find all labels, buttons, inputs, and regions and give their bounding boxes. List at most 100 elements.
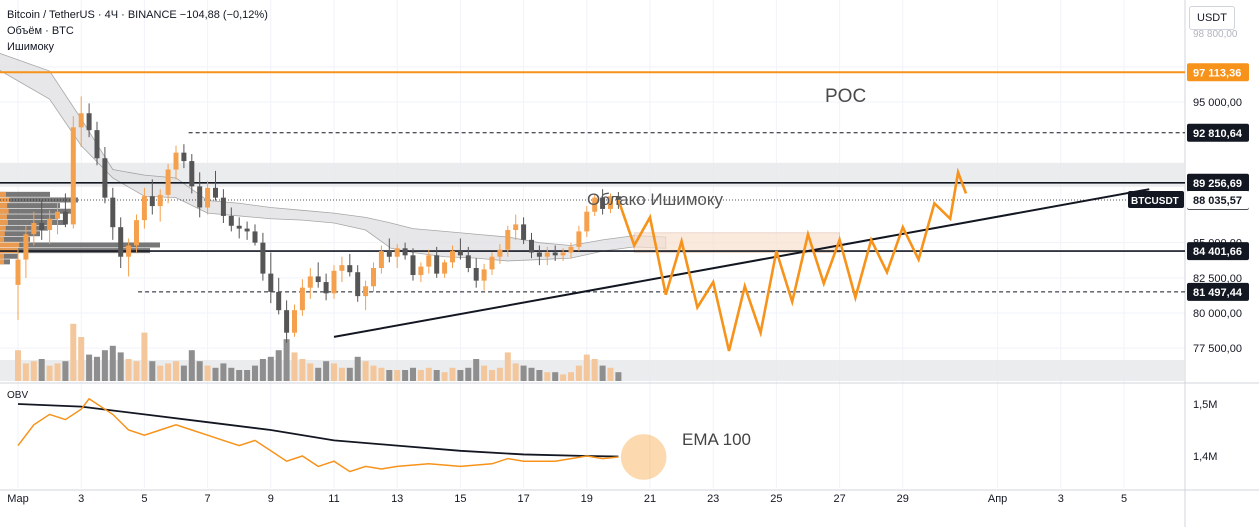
price-level-tag: 89 256,69 — [1193, 178, 1242, 190]
volume-bar — [70, 323, 77, 381]
time-axis[interactable]: Мар 3 5 7 9 11 13 15 17 19 21 23 25 27 29 Апр 3 5 — [7, 493, 1127, 505]
candle-body — [592, 197, 598, 212]
candle-body — [110, 197, 116, 228]
volume-bar — [125, 359, 132, 381]
candle-body — [450, 251, 455, 263]
volume-bar — [299, 359, 306, 381]
ichimoku-cloud-annotation: Облако Ишимоку — [587, 190, 724, 209]
candle-body — [94, 130, 100, 159]
volume-bar — [370, 365, 377, 381]
triangle-support-line — [333, 188, 1150, 338]
time-tick-label: Апр — [988, 493, 1007, 505]
volume-bar — [496, 367, 503, 381]
volume-bar — [109, 345, 116, 381]
volume-bar — [536, 370, 543, 381]
candle-body — [141, 196, 147, 221]
volume-profile-bar — [0, 208, 72, 214]
volume-bar — [46, 365, 53, 381]
candle-body — [394, 248, 400, 257]
ichimoku-cloud-area — [0, 52, 667, 262]
candle-body — [529, 239, 534, 253]
candle-body — [355, 272, 361, 297]
time-tick-label: 23 — [707, 493, 719, 505]
volume-profile-bar-up — [0, 225, 6, 231]
volume-bar — [457, 370, 464, 381]
time-tick-label: 15 — [454, 493, 466, 505]
price-tick-label: 80 000,00 — [1193, 308, 1242, 320]
price-level-tag: 92 810,64 — [1193, 128, 1243, 140]
volume-bar — [291, 352, 298, 381]
candle-body — [102, 158, 108, 198]
volume-bar — [481, 365, 488, 381]
volume-bar — [204, 365, 211, 381]
time-tick-label: 29 — [897, 493, 909, 505]
candle-body — [505, 230, 511, 250]
volume-bar — [228, 367, 235, 381]
time-tick-label: 19 — [581, 493, 593, 505]
chart-legend: Bitcoin / TetherUS · 4Ч · BINANCE −104,8… — [7, 7, 268, 55]
volume-profile-bar-up — [0, 253, 4, 259]
volume-bar — [386, 370, 393, 381]
candle-body — [323, 282, 329, 294]
volume-bar — [583, 354, 590, 381]
volume-profile-bar-up — [0, 197, 10, 203]
volume-bar — [441, 372, 448, 381]
volume-bar — [402, 370, 409, 381]
legend-symbol[interactable]: Bitcoin / TetherUS · 4Ч · BINANCE −104,8… — [7, 9, 268, 21]
candle-body — [70, 127, 76, 225]
currency-unit-button[interactable]: USDT — [1189, 6, 1235, 30]
candle-body — [615, 196, 621, 200]
candle-body — [213, 187, 218, 198]
candle-body — [228, 215, 234, 226]
volume-bar — [117, 352, 124, 381]
candle-body — [181, 152, 187, 162]
volume-bar — [575, 365, 582, 381]
price-level-tag-bg — [1187, 173, 1249, 192]
candle-body — [86, 113, 92, 131]
volume-bar — [101, 350, 108, 381]
volume-bar — [615, 372, 622, 381]
candle-body — [473, 267, 479, 281]
obv-line — [17, 397, 619, 473]
time-tick-label: 27 — [833, 493, 845, 505]
candle-body — [189, 161, 195, 187]
volume-bar — [362, 361, 369, 381]
volume-bar — [354, 356, 361, 381]
candle-body — [126, 245, 132, 257]
volume-profile-bar — [0, 242, 160, 248]
candle-body — [331, 270, 337, 294]
legend-volume[interactable]: Объём · BTC — [7, 25, 74, 37]
volume-bar — [449, 367, 456, 381]
volume-bar — [473, 359, 480, 381]
volume-bar — [520, 365, 527, 381]
volume-profile-bar — [0, 236, 30, 242]
candle-body — [363, 286, 369, 297]
time-tick-label: 13 — [391, 493, 403, 505]
candle-body — [560, 252, 566, 256]
volume-bar — [544, 372, 551, 381]
volume-bar — [378, 367, 385, 381]
candle-body — [552, 252, 558, 256]
candle-body — [568, 246, 574, 253]
candle-body — [157, 194, 163, 207]
volume-profile-bar — [0, 214, 58, 220]
volume-bar — [489, 370, 495, 381]
obv-pane-label[interactable]: OBV — [7, 390, 29, 401]
time-tick-label: 21 — [644, 493, 656, 505]
candle-body — [205, 187, 211, 208]
volume-bar — [38, 359, 45, 381]
price-level-tag: 97 113,36 — [1193, 67, 1241, 79]
volume-profile-bar — [0, 219, 66, 225]
legend-ichimoku[interactable]: Ишимоку — [7, 41, 54, 53]
candle-body — [489, 256, 495, 270]
candle-body — [299, 287, 305, 311]
candle-body — [78, 113, 84, 128]
candle-body — [31, 222, 37, 235]
volume-bar — [599, 365, 606, 381]
volume-profile-bar-up — [0, 236, 4, 242]
candle-body — [197, 186, 203, 208]
trend-lines — [333, 167, 1150, 352]
candle-body — [442, 262, 448, 274]
